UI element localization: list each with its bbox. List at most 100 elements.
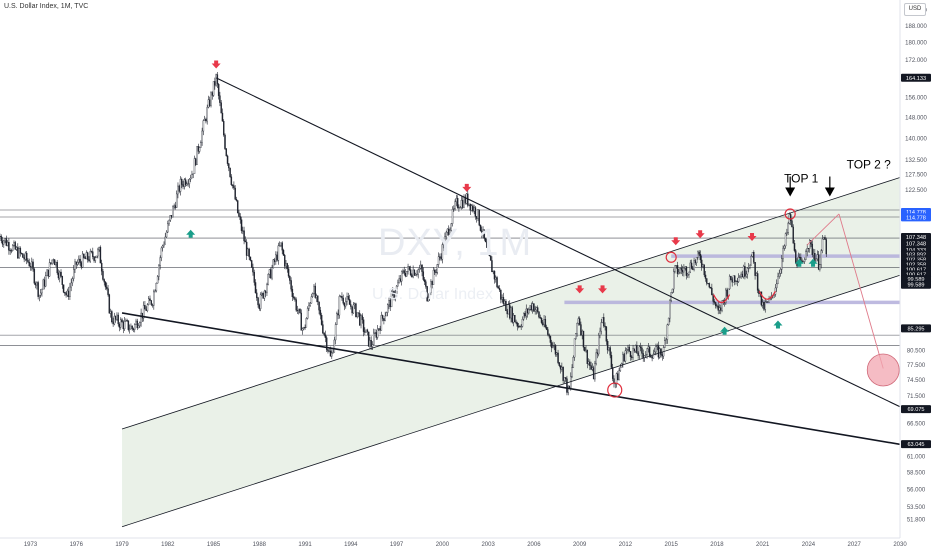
candle-body-422 [535,307,538,311]
highlight-circle-1 [665,251,677,263]
candle-body-381 [483,229,486,239]
candle-body-574 [728,276,731,290]
candle-body-31 [38,294,41,297]
candle-body-335 [425,281,427,287]
candle-body-373 [473,207,475,212]
candle-body-610 [774,287,777,295]
candle-body-4 [4,238,6,242]
candle-body-524 [665,339,667,341]
candle-body-227 [287,268,290,277]
candle-body-549 [697,251,699,258]
candle-body-518 [657,345,660,358]
candle-body-326 [413,269,416,276]
candle-body-137 [173,205,175,208]
candle-body-516 [655,346,657,353]
candle-body-287 [364,331,366,333]
candle-body-423 [536,307,539,312]
candle-body-288 [365,329,367,333]
candle-body-266 [337,313,339,316]
candle-body-119 [150,300,152,305]
candle-body-63 [79,258,81,263]
candle-body-556 [706,278,708,284]
price-label-9: 100.617 [906,267,926,273]
candle-body-224 [284,255,286,267]
candle-body-509 [646,348,648,355]
candle-body-459 [582,330,585,348]
candle-body-55 [69,286,71,298]
candle-body-71 [89,251,91,262]
candle-body-84 [106,286,108,289]
candle-body-68 [85,252,88,260]
highlight-arc-1 [758,290,776,300]
candle-body-637 [809,240,811,249]
highlight-arc-0 [712,294,731,304]
candle-body-118 [149,298,151,301]
candle-body-144 [182,184,184,187]
candle-body-532 [675,265,677,267]
candle-body-611 [775,283,778,289]
candle-body-52 [65,292,67,296]
candle-body-510 [647,346,650,350]
candle-body-297 [376,328,379,338]
candle-body-188 [238,212,240,217]
candle-body-592 [751,252,754,257]
candle-body-198 [250,260,253,268]
candle-body-564 [716,305,718,307]
candle-body-362 [459,207,461,209]
candle-body-182 [230,176,233,185]
candle-body-527 [669,300,671,319]
candle-body-231 [292,296,295,298]
currency-button[interactable]: USD [904,3,926,16]
price-label-bg-0 [901,73,931,82]
candle-body-413 [524,312,526,317]
candle-body-372 [472,205,474,212]
candle-body-467 [592,367,595,380]
candle-body-88 [111,311,113,323]
candle-body-613 [778,273,780,277]
candle-body-577 [732,275,735,283]
candle-body-594 [754,262,756,276]
candle-body-235 [298,308,300,311]
candle-body-111 [140,312,142,323]
price-label-bg-4 [901,239,931,248]
candle-body-565 [717,305,719,311]
candle-body-29 [36,282,38,286]
candle-body-378 [479,225,482,231]
candle-body-593 [753,252,755,263]
candle-body-454 [576,323,578,334]
candle-body-186 [235,199,238,201]
candle-body-470 [596,352,599,355]
candle-body-113 [142,305,145,319]
candle-body-208 [263,290,266,299]
candle-body-425 [539,317,541,319]
candle-body-7 [8,242,10,251]
candle-body-400 [507,304,510,315]
candle-body-77 [97,249,99,257]
candle-body-320 [406,271,408,277]
candle-body-38 [47,269,50,277]
candle-body-157 [198,147,201,152]
candle-body-496 [629,351,632,358]
candle-body-508 [645,354,647,356]
candle-body-246 [311,293,314,297]
candle-body-616 [782,248,784,259]
x-tick-17: 2024 [802,542,816,548]
candle-body-465 [590,365,592,370]
candle-body-245 [310,296,313,304]
candle-body-591 [750,256,752,266]
candle-body-142 [179,179,182,192]
candle-body-635 [806,248,808,252]
candle-body-585 [742,266,745,278]
candle-body-625 [793,243,796,251]
candle-body-480 [609,347,611,356]
candle-body-614 [779,269,782,274]
candle-body-234 [296,309,299,311]
candle-body-262 [332,351,334,354]
candle-body-164 [207,99,210,108]
candle-body-162 [205,118,207,122]
candle-body-241 [305,318,308,328]
candle-body-474 [601,317,604,323]
candle-body-64 [80,262,83,268]
candle-body-440 [558,362,561,366]
down-arrow-0 [211,60,221,69]
